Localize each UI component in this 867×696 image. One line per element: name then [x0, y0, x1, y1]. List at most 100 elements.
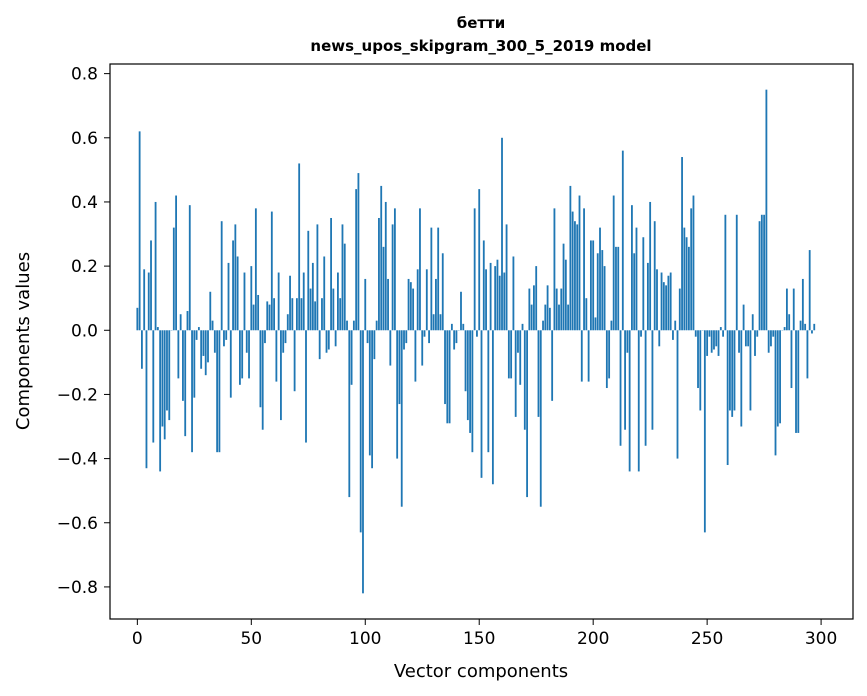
bar: [790, 330, 793, 389]
bar: [512, 256, 515, 331]
bar: [444, 330, 446, 405]
bar: [375, 320, 378, 331]
bar: [341, 224, 344, 331]
bar: [612, 195, 615, 331]
bar: [521, 323, 524, 331]
bar: [726, 330, 729, 466]
bar: [241, 330, 244, 379]
bar: [801, 278, 804, 331]
bar: [473, 208, 476, 331]
bar: [460, 291, 462, 331]
bar: [487, 330, 490, 453]
bar: [197, 327, 200, 331]
bar: [742, 304, 745, 331]
bar: [293, 330, 296, 392]
bar: [168, 330, 171, 421]
bar: [571, 211, 574, 331]
bar: [774, 330, 777, 456]
bar: [770, 330, 772, 347]
bar: [514, 330, 517, 417]
plot-frame: [109, 63, 854, 620]
bar: [635, 227, 638, 331]
bar: [428, 330, 430, 344]
bar: [284, 330, 287, 344]
bar: [193, 330, 196, 398]
bar: [236, 256, 239, 331]
bar: [760, 214, 763, 331]
bar: [681, 157, 683, 331]
bar: [435, 278, 437, 331]
bar: [416, 269, 419, 331]
bar: [489, 262, 492, 331]
bar: [389, 330, 392, 366]
bar: [195, 330, 198, 340]
bar: [378, 217, 380, 331]
bar: [298, 163, 301, 331]
bar: [448, 330, 451, 424]
bar: [523, 330, 526, 430]
y-tick-label: 0.6: [71, 129, 98, 149]
chart-subtitle: news_upos_skipgram_300_5_2019 model: [310, 37, 651, 55]
bar: [309, 288, 312, 331]
bar: [202, 330, 205, 356]
bar: [441, 253, 444, 331]
bar: [138, 131, 141, 331]
bar: [510, 330, 513, 379]
bar: [186, 311, 189, 331]
bar: [327, 330, 330, 350]
y-axis-label: Components values: [13, 252, 34, 430]
bar: [339, 298, 342, 331]
bar: [412, 288, 415, 331]
bar: [624, 330, 626, 430]
bar: [594, 317, 597, 331]
bar: [717, 330, 720, 356]
bar: [713, 330, 715, 350]
bar: [430, 227, 433, 331]
bar: [685, 237, 688, 331]
bar: [446, 330, 449, 424]
bar: [175, 195, 177, 331]
bar: [179, 314, 182, 331]
bar: [462, 323, 465, 331]
bar: [264, 330, 266, 344]
bar: [314, 301, 317, 331]
bar: [574, 221, 576, 331]
bar: [405, 330, 408, 344]
bar: [191, 330, 193, 453]
bar: [407, 278, 410, 331]
bar: [662, 282, 665, 331]
bar: [216, 330, 219, 453]
bar: [783, 327, 786, 331]
bar: [505, 224, 508, 331]
bar: [371, 330, 374, 469]
bar: [683, 227, 686, 331]
bar: [799, 320, 802, 331]
bar: [409, 282, 412, 331]
bar: [455, 330, 458, 344]
bar: [763, 214, 766, 331]
bar: [615, 246, 617, 331]
bar: [797, 330, 800, 433]
bar: [211, 320, 214, 331]
bar: [491, 330, 494, 485]
bar: [758, 221, 761, 331]
bar: [646, 262, 649, 331]
bar: [729, 330, 731, 411]
bar: [163, 330, 166, 440]
bar: [478, 189, 481, 331]
bar: [485, 269, 487, 331]
bar: [432, 314, 435, 331]
bar: [453, 330, 456, 350]
bar: [295, 298, 298, 331]
bar: [592, 240, 595, 331]
bar: [159, 330, 162, 472]
bar: [209, 291, 212, 331]
bar: [599, 227, 601, 331]
bar: [788, 314, 791, 331]
bar: [213, 330, 216, 353]
bar: [494, 266, 497, 331]
bar: [419, 208, 421, 331]
bar: [243, 272, 246, 331]
bar: [583, 208, 585, 331]
